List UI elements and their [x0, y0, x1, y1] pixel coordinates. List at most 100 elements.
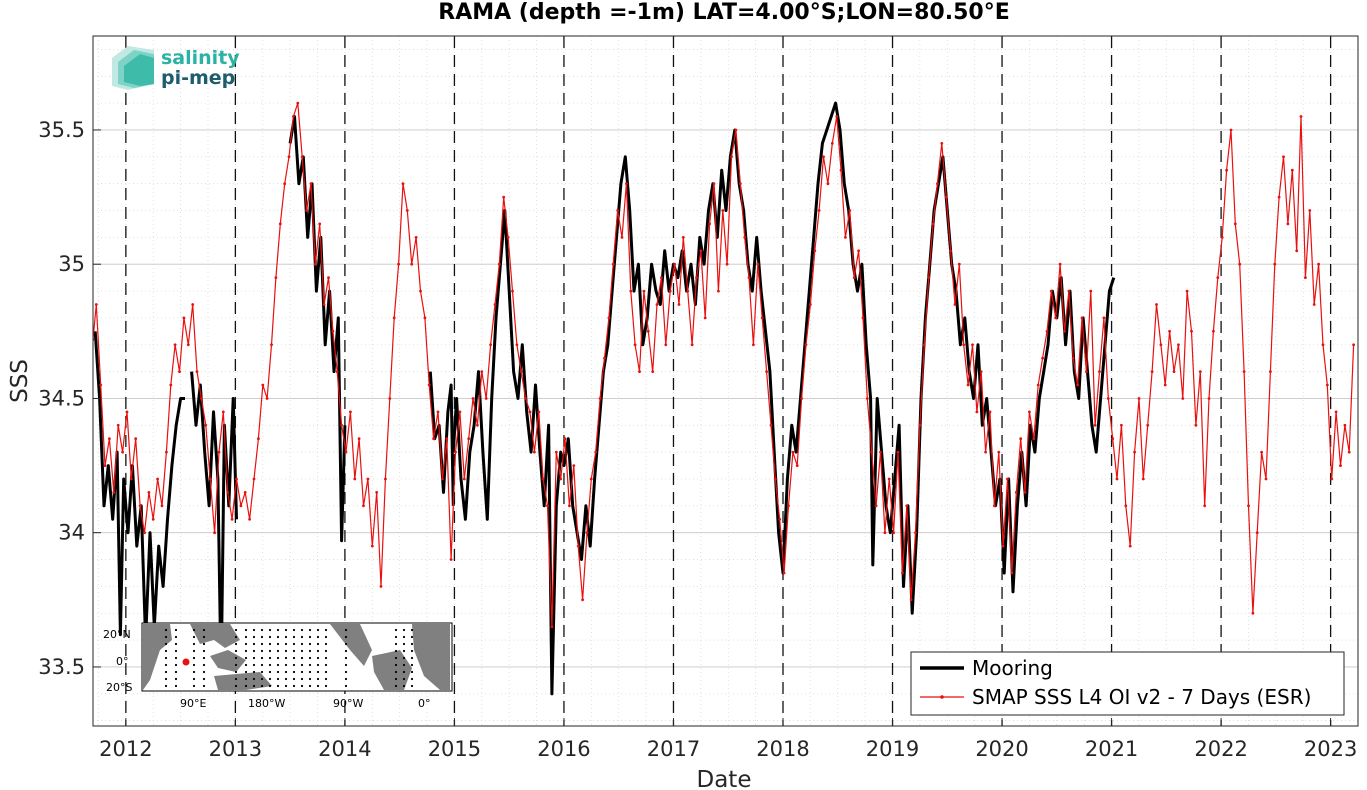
mooring-array-dot	[202, 649, 206, 653]
logo-text-pimep: pi-mep	[161, 67, 235, 89]
plot-frame	[92, 35, 1359, 727]
smap-point	[1325, 383, 1329, 387]
mooring-array-dot	[394, 649, 398, 653]
mooring-array-dot	[192, 656, 196, 660]
smap-point	[971, 343, 974, 347]
smap-point	[826, 182, 830, 186]
smap-point	[870, 450, 874, 454]
smap-point	[1269, 370, 1272, 373]
mooring-array-dot	[244, 684, 248, 688]
mooring-array-dot	[292, 670, 296, 674]
inset-map-landmasses	[143, 624, 450, 690]
mooring-array-dot	[252, 663, 256, 667]
smap-point	[782, 571, 786, 575]
smap-point	[1102, 316, 1106, 320]
smap-point	[344, 450, 348, 454]
smap-point	[756, 262, 760, 266]
x-tick-label: 2014	[318, 737, 371, 761]
mooring-array-dot	[300, 635, 304, 639]
smap-point	[1063, 329, 1066, 333]
smap-point	[265, 397, 269, 400]
mooring-array-dot	[252, 677, 256, 681]
mooring-array-dot	[276, 649, 280, 653]
smap-point	[200, 397, 203, 400]
smap-point	[362, 504, 365, 508]
smap-point	[528, 410, 532, 414]
smap-point	[243, 491, 247, 494]
legend-box	[910, 651, 1345, 716]
plot-area	[93, 36, 1358, 726]
smap-point	[1282, 155, 1285, 159]
mooring-array-dot	[300, 649, 304, 653]
smap-point	[949, 249, 952, 253]
smap-point	[603, 356, 606, 360]
smap-point	[274, 276, 278, 279]
smap-point	[357, 437, 361, 441]
smap-point	[957, 262, 961, 266]
mooring-array-dot	[276, 656, 280, 660]
smap-point	[1133, 450, 1136, 454]
smap-point	[1141, 477, 1145, 481]
smap-point	[773, 477, 777, 481]
smap-point	[1212, 329, 1215, 333]
mooring-array-dot	[164, 677, 168, 681]
smap-point	[874, 504, 878, 508]
mooring-array-dot	[300, 670, 304, 674]
smap-point	[156, 477, 160, 481]
x-tick-label: 2019	[866, 737, 919, 761]
mooring-array-dot	[234, 677, 238, 681]
smap-point	[1203, 504, 1207, 508]
mooring-array-dot	[268, 642, 272, 646]
smap-point	[738, 182, 742, 186]
smap-point	[988, 410, 992, 414]
smap-point	[1124, 504, 1128, 508]
smap-point	[1273, 262, 1277, 266]
mooring-array-dot	[394, 677, 398, 681]
smap-point	[467, 437, 471, 441]
smap-point	[318, 222, 322, 226]
mooring-array-dot	[402, 663, 406, 667]
smap-point	[1041, 356, 1044, 360]
smap-point	[817, 209, 821, 212]
mooring-array-dot	[410, 649, 414, 653]
smap-point	[708, 222, 711, 226]
mooring-array-dot	[268, 677, 272, 681]
mooring-array-dot	[308, 684, 312, 688]
mooring-array-dot	[276, 670, 280, 674]
smap-point	[541, 477, 545, 481]
smap-point	[511, 289, 514, 293]
smap-point	[103, 464, 107, 467]
mooring-array-dot	[202, 684, 206, 688]
map-lat-label-20n: 20°N	[103, 628, 131, 641]
mooring-array-dot	[402, 656, 406, 660]
smap-point	[1067, 289, 1071, 293]
smap-point	[747, 276, 751, 279]
smap-point	[1028, 410, 1031, 414]
mooring-array-dot	[324, 663, 328, 667]
smap-point	[300, 155, 304, 159]
smap-point	[230, 517, 234, 521]
y-tick-label: 33.5	[38, 655, 85, 679]
mooring-array-dot	[174, 677, 178, 681]
mooring-array-dot	[316, 649, 320, 653]
smap-point	[1049, 289, 1053, 293]
mooring-array-dot	[252, 656, 256, 660]
smap-point	[191, 303, 195, 306]
mooring-array-dot	[300, 684, 304, 688]
smap-point	[235, 477, 238, 481]
smap-point	[497, 262, 501, 266]
mooring-array-dot	[268, 635, 272, 639]
mooring-array-dot	[234, 670, 238, 674]
mooring-array-dot	[268, 628, 272, 632]
smap-point	[953, 303, 957, 306]
mooring-array-dot	[164, 642, 168, 646]
mooring-array-dot	[164, 628, 168, 632]
smap-point	[370, 544, 374, 548]
mooring-array-dot	[300, 677, 304, 681]
smap-point	[1330, 477, 1334, 481]
smap-point	[905, 504, 909, 508]
mooring-array-dot	[394, 628, 398, 632]
smap-point	[760, 316, 764, 320]
smap-point	[178, 370, 181, 373]
